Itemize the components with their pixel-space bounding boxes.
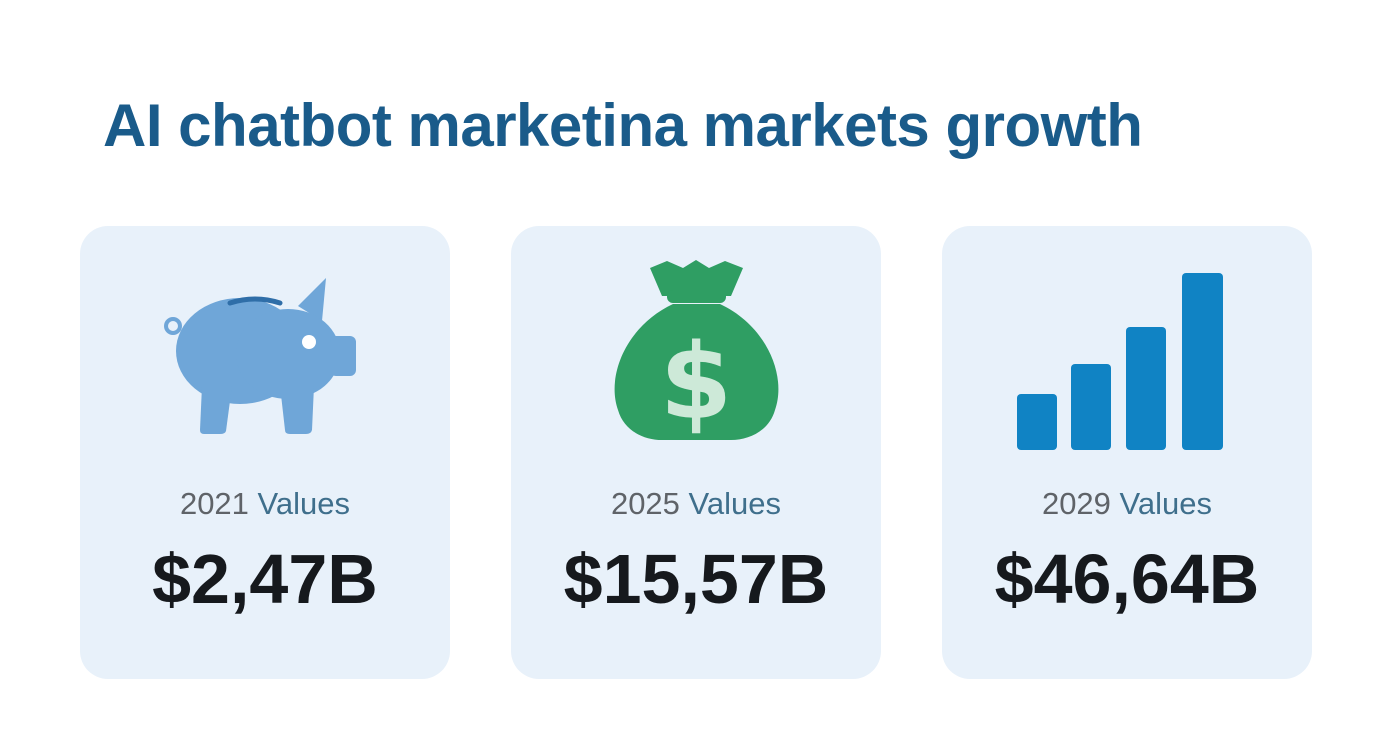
- card-year: 2021: [179, 486, 249, 521]
- money-bag-icon: $: [614, 260, 779, 443]
- card-value: $15,57B: [563, 540, 829, 618]
- card-value: $46,64B: [994, 540, 1260, 618]
- card-2025-values: $ 2025 Values $15,57B: [511, 226, 881, 679]
- card-year: 2025: [610, 486, 680, 521]
- card-label-word: Values: [1119, 486, 1213, 521]
- page-title: AI chatbot marketina markets growth: [103, 92, 1143, 159]
- bar-chart-icon: [1017, 273, 1223, 450]
- card-2021-values: 2021 Values $2,47B: [80, 226, 450, 679]
- card-label: 2025 Values: [511, 484, 881, 524]
- card-label-word: Values: [688, 486, 782, 521]
- card-label-word: Values: [257, 486, 351, 521]
- card-2029-values: 2029 Values $46,64B: [942, 226, 1312, 679]
- card-value: $2,47B: [152, 540, 378, 618]
- card-label: 2021 Values: [80, 484, 450, 524]
- svg-text:$: $: [660, 321, 732, 443]
- piggy-bank-icon: [164, 278, 356, 434]
- card-label: 2029 Values: [942, 484, 1312, 524]
- card-year: 2029: [1041, 486, 1111, 521]
